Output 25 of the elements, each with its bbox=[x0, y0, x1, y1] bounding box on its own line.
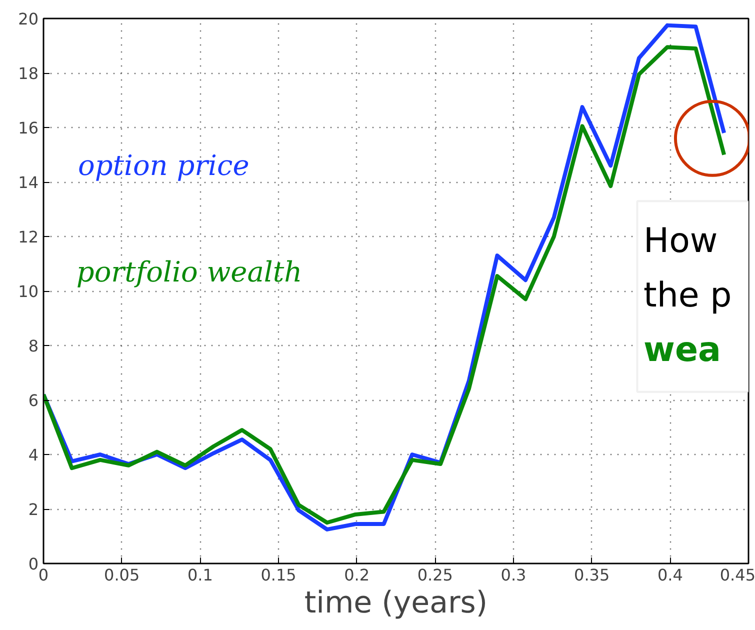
x-tick-label: 0.3 bbox=[500, 566, 526, 584]
x-tick-label: 0.2 bbox=[344, 566, 370, 584]
x-tick-label: 0.25 bbox=[417, 566, 453, 584]
y-tick-label: 8 bbox=[28, 336, 39, 356]
annotation: How bbox=[644, 221, 718, 262]
y-tick-label: 20 bbox=[18, 10, 38, 28]
x-tick-label: 0.1 bbox=[187, 566, 213, 584]
y-tick-label: 10 bbox=[18, 282, 38, 301]
y-tick-label: 2 bbox=[28, 500, 39, 519]
x-tick-label: 0.05 bbox=[104, 566, 140, 584]
annotation: wea bbox=[644, 330, 721, 370]
y-tick-label: 16 bbox=[18, 118, 38, 138]
x-tick-label: 0.45 bbox=[720, 566, 755, 584]
x-tick-label: 0.15 bbox=[260, 566, 296, 584]
text: portfolio wealth bbox=[76, 255, 302, 288]
y-tick-label: 4 bbox=[28, 446, 39, 464]
annotation: the p bbox=[644, 276, 732, 316]
x-tick-label: 0.35 bbox=[574, 566, 610, 584]
y-tick-label: 12 bbox=[18, 228, 38, 246]
y-tick-label: 18 bbox=[18, 64, 38, 83]
text: option price bbox=[78, 149, 250, 182]
x-tick-label: 0.4 bbox=[657, 566, 683, 584]
x-axis-title: time (years) bbox=[304, 586, 488, 620]
y-tick-label: 6 bbox=[28, 391, 39, 410]
y-tick-label: 14 bbox=[18, 173, 38, 192]
